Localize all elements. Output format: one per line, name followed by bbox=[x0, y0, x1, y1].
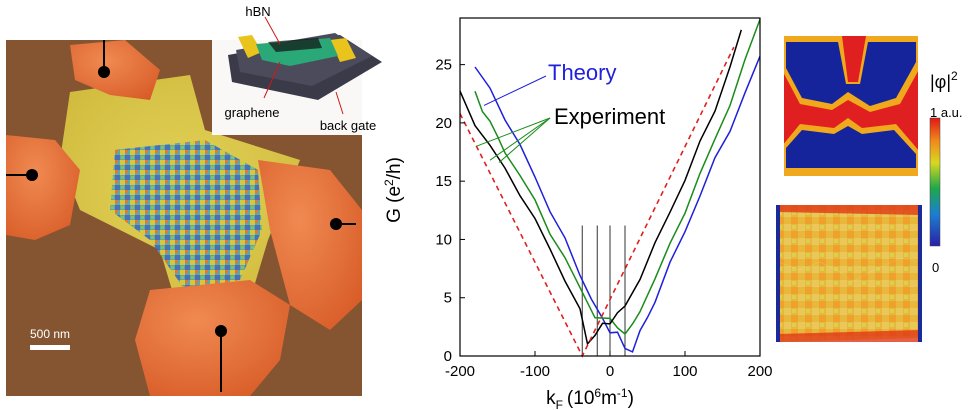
colorbar-min-label: 0 bbox=[932, 260, 939, 275]
experiment-pointer bbox=[489, 117, 551, 161]
label-back-gate: back gate bbox=[320, 118, 376, 133]
y-tick-label: 20 bbox=[435, 115, 452, 132]
series-line bbox=[474, 55, 761, 353]
y-tick-label: 15 bbox=[435, 173, 452, 190]
y-tick-label: 0 bbox=[444, 348, 452, 365]
x-tick-label: 100 bbox=[672, 363, 697, 380]
x-tick-label: 200 bbox=[747, 363, 772, 380]
series-line bbox=[474, 19, 761, 336]
theory-map bbox=[776, 36, 926, 176]
probe-dot-right bbox=[330, 218, 342, 230]
colorbar bbox=[929, 117, 941, 247]
contact-bottom bbox=[135, 280, 290, 396]
conductance-chart: -200 -100 0 100 200 0 5 10 15 20 25 Theory Experime… bbox=[382, 17, 773, 410]
colorbar-title: |φ|2 bbox=[930, 69, 958, 92]
scale-bar bbox=[30, 345, 70, 350]
colorbar-max-label: 1 a.u. bbox=[930, 105, 963, 120]
experiment-map bbox=[776, 205, 922, 342]
theory-pointer bbox=[483, 75, 547, 106]
theory-annotation: Theory bbox=[548, 60, 616, 85]
hbn-layer bbox=[268, 38, 322, 52]
experiment-pointer bbox=[476, 117, 551, 147]
x-tick-label: -100 bbox=[520, 363, 550, 380]
x-axis-label: kF (106m-1) bbox=[546, 386, 634, 410]
probe-dot-top bbox=[98, 66, 110, 78]
series-line bbox=[459, 29, 743, 346]
experiment-pointer bbox=[498, 117, 551, 163]
probe-dot-bottom bbox=[215, 325, 227, 337]
wavefunction-maps: |φ|2 1 a.u. 0 bbox=[776, 36, 963, 342]
experiment-annotation: Experiment bbox=[554, 104, 665, 129]
contact-top bbox=[70, 40, 160, 100]
contact-right bbox=[258, 160, 362, 330]
label-hbn: hBN bbox=[245, 4, 270, 19]
label-graphene: graphene bbox=[225, 105, 280, 120]
scale-bar-label: 500 nm bbox=[30, 327, 70, 341]
probe-dot-left bbox=[26, 169, 38, 181]
device-schematic-inset: hBN graphene back gate bbox=[212, 0, 390, 135]
x-tick-label: 0 bbox=[606, 363, 614, 380]
graphene-region bbox=[110, 140, 262, 290]
y-tick-label: 10 bbox=[435, 231, 452, 248]
y-axis-label: G (e2/h) bbox=[382, 157, 405, 223]
y-tick-label: 5 bbox=[444, 290, 452, 307]
contact-left bbox=[6, 135, 80, 240]
x-tick-label: -200 bbox=[445, 363, 475, 380]
y-tick-label: 25 bbox=[435, 57, 452, 74]
